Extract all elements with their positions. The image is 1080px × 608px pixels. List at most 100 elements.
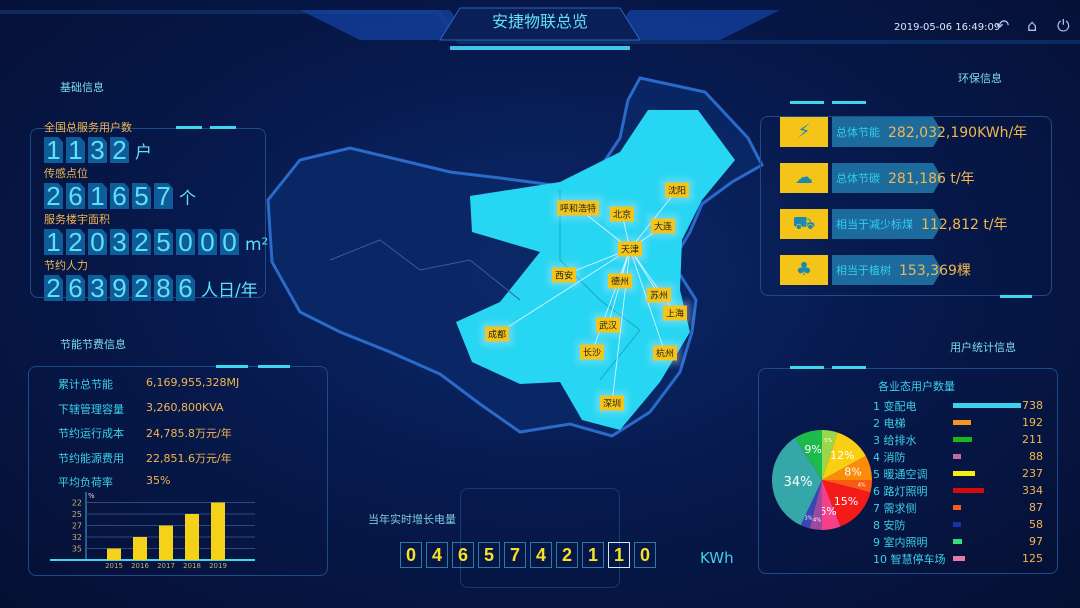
counter-digit: 4 [426,542,448,568]
user-type-bar [953,488,984,493]
counter-digit: 0 [634,542,656,568]
user-type-name: 3 给排水 [873,433,917,447]
saving-key: 累计总节能 [58,378,113,391]
pie-slice [800,480,822,529]
user-type-name: 1 变配电 [873,399,917,413]
header-decoration [0,7,1080,50]
env-value-bg [832,163,942,193]
tree-icon: ♣ [780,255,828,285]
digit: 3 [88,275,107,301]
pie-slice [822,430,838,480]
digit: 2 [44,183,63,209]
pie-slice [795,430,822,480]
counter-digit: 5 [478,542,500,568]
user-type-row: 4 消防 88 [873,448,1043,465]
user-stats-title: 用户统计信息 [950,341,1016,354]
saving-info-panel [28,366,328,576]
pie-title: 各业态用户数量 [878,380,955,393]
env-value-bg [832,255,942,285]
pie-slice [822,480,871,527]
flow-line [496,248,631,335]
user-type-row: 8 安防 58 [873,516,1043,533]
city-marker[interactable]: 深圳 [599,395,625,411]
pie-label: 34% [784,475,813,490]
y-tick: 25 [72,510,82,519]
pie-slice [822,480,841,530]
user-type-bar [953,454,962,459]
power-icon[interactable]: ⏻ [1057,16,1070,35]
city-marker[interactable]: 大连 [650,218,676,234]
city-marker[interactable]: 天津 [617,241,643,257]
city-marker[interactable]: 武汉 [595,317,621,333]
pie-slice [809,480,822,530]
user-type-name: 7 需求侧 [873,501,917,515]
city-marker[interactable]: 西安 [551,267,577,283]
digit: 5 [132,183,151,209]
pie-label: 15% [834,495,858,508]
env-text: 总体节碳 281,186 t/年 [836,163,975,193]
saving-key: 节约运行成本 [58,427,124,440]
user-type-count: 88 [1029,450,1043,463]
decor-line [210,126,236,129]
user-type-name: 8 安防 [873,518,906,532]
env-key: 相当于减少标煤 [836,218,913,231]
user-type-bar [953,556,965,561]
basic-item-label: 传感点位 [44,167,88,180]
user-type-count: 738 [1022,399,1043,412]
counter-digit: 1 [608,542,630,568]
city-marker[interactable]: 北京 [609,206,635,222]
digit: 3 [110,229,129,255]
digit: 5 [154,229,173,255]
digit: 2 [132,229,151,255]
saving-value: 24,785.8万元/年 [146,427,232,440]
pie-label: 12% [830,449,854,462]
decor-line [832,101,866,104]
counter-label: 当年实时增长电量 [368,513,456,526]
user-type-bar [953,420,971,425]
city-marker[interactable]: 呼和浩特 [556,200,600,216]
env-text: 相当于减少标煤 112,812 t/年 [836,209,1008,239]
city-marker[interactable]: 德州 [607,273,633,289]
digit: 1 [44,229,63,255]
env-text: 相当于植树 153,369棵 [836,255,971,285]
city-marker[interactable]: 苏州 [646,287,672,303]
header: 安捷物联总览 2019-05-06 16:49:09 ↶ ⌂ ⏻ [0,0,1080,50]
basic-item-label: 服务楼宇面积 [44,213,110,226]
user-type-bar [953,522,961,527]
y-tick: 32 [72,533,82,542]
city-marker[interactable]: 杭州 [652,345,678,361]
home-icon[interactable]: ⌂ [1027,16,1038,35]
y-tick: 22 [72,499,82,508]
env-info-title: 环保信息 [958,72,1002,85]
user-type-pie-chart: 5%12%8%4%15%6%4%3%34%9% [772,430,872,530]
user-type-row: 6 路灯照明 334 [873,482,1043,499]
user-type-bar [953,471,975,476]
city-marker[interactable]: 长沙 [579,344,605,360]
env-key: 总体节碳 [836,172,880,185]
saving-value: 6,169,955,328MJ [146,376,240,389]
bar [159,525,173,560]
page-title: 安捷物联总览 [491,12,588,31]
coal-cart-icon: ⛟ [780,209,828,239]
city-marker[interactable]: 成都 [484,326,510,342]
pie-slice [772,437,822,526]
saving-value: 35% [146,474,171,487]
decor-line [832,366,866,369]
decor-line [216,365,248,368]
digit: 1 [44,137,63,163]
saving-value: 22,851.6万元/年 [146,451,232,465]
city-marker[interactable]: 沈阳 [664,182,690,198]
digit: 0 [88,229,107,255]
basic-item-unit: 人日/年 [201,281,258,301]
user-type-count: 211 [1022,433,1043,446]
digit: 8 [154,275,173,301]
digit: 2 [132,275,151,301]
user-type-name: 9 室内照明 [873,535,928,549]
city-marker[interactable]: 上海 [662,305,688,321]
back-icon[interactable]: ↶ [996,16,1010,35]
saving-key: 节约能源费用 [58,451,124,465]
saving-row: 累计总节能 6,169,955,328MJ [58,376,239,401]
basic-item-label: 节约人力 [44,259,88,272]
user-type-name: 6 路灯照明 [873,484,928,498]
counter-digit: 4 [530,542,552,568]
